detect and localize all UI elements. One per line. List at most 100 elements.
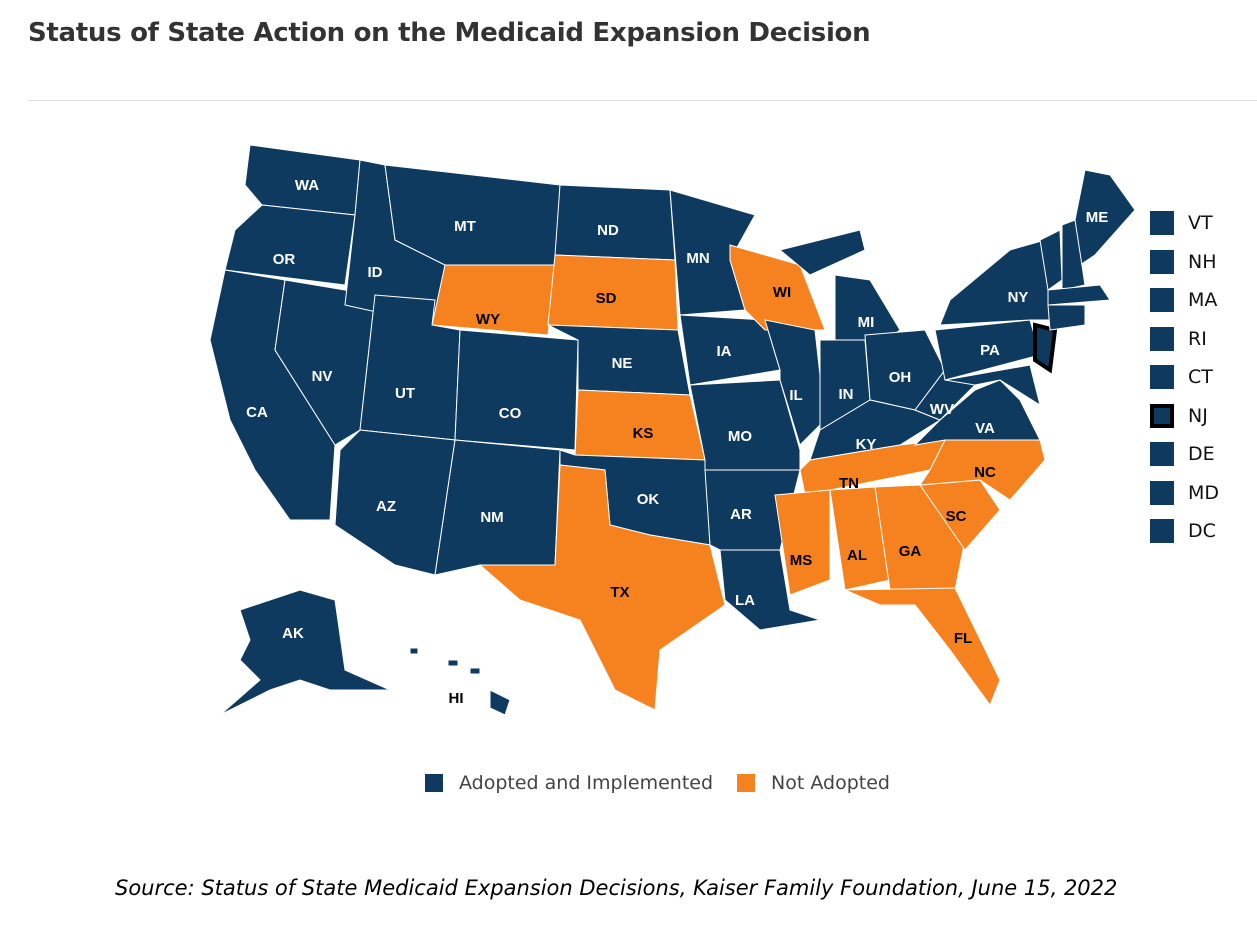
state-label-la: LA <box>735 592 755 609</box>
state-label-sd: SD <box>596 290 617 307</box>
state-ga[interactable] <box>874 484 966 591</box>
state-label-mo: MO <box>728 428 752 445</box>
legend-item-adopted[interactable]: Adopted and Implemented <box>425 772 713 794</box>
state-hi[interactable] <box>409 647 419 655</box>
state-hi[interactable] <box>447 659 459 667</box>
state-label-in: IN <box>839 386 854 403</box>
small-state-label: NH <box>1188 250 1217 273</box>
state-label-co: CO <box>499 405 522 422</box>
small-state-ri[interactable]: RI <box>1150 320 1219 359</box>
state-label-ms: MS <box>790 552 813 569</box>
state-swatch <box>1150 326 1174 351</box>
small-state-label: RI <box>1188 327 1207 350</box>
state-label-ks: KS <box>633 425 654 442</box>
state-label-fl: FL <box>954 630 972 647</box>
state-va[interactable] <box>913 379 1041 446</box>
state-label-az: AZ <box>376 498 396 515</box>
state-label-ok: OK <box>637 491 660 508</box>
state-label-ca: CA <box>246 404 268 421</box>
state-label-or: OR <box>273 251 296 268</box>
state-md[interactable] <box>944 364 1041 407</box>
state-nj[interactable] <box>1033 322 1058 374</box>
state-label-wv: WV <box>930 401 954 418</box>
state-swatch <box>1150 365 1174 390</box>
state-swatch <box>1150 249 1174 274</box>
small-state-de[interactable]: DE <box>1150 435 1219 474</box>
map-title: Status of State Action on the Medicaid E… <box>28 18 871 48</box>
state-ny[interactable] <box>939 239 1051 326</box>
state-ma[interactable] <box>1047 284 1111 306</box>
small-state-ma[interactable]: MA <box>1150 281 1219 320</box>
state-label-mt: MT <box>454 218 476 235</box>
state-label-nd: ND <box>597 222 619 239</box>
legend-label: Not Adopted <box>771 772 890 794</box>
state-or[interactable] <box>224 204 356 286</box>
state-swatch <box>1150 403 1174 428</box>
state-label-va: VA <box>975 420 995 437</box>
state-label-tn: TN <box>839 475 859 492</box>
state-label-ar: AR <box>730 506 752 523</box>
small-state-label: MA <box>1188 289 1218 312</box>
state-co[interactable] <box>454 329 579 451</box>
state-swatch <box>1150 480 1174 505</box>
state-label-pa: PA <box>980 342 1000 359</box>
legend-swatch <box>737 774 756 792</box>
state-label-hi: HI <box>449 690 464 707</box>
state-nm[interactable] <box>434 439 561 576</box>
state-label-wy: WY <box>476 311 500 328</box>
state-label-ne: NE <box>612 355 633 372</box>
small-state-nj[interactable]: NJ <box>1150 397 1219 436</box>
state-fl[interactable] <box>844 587 1001 707</box>
small-state-md[interactable]: MD <box>1150 474 1219 513</box>
state-label-ak: AK <box>282 625 304 642</box>
small-state-ct[interactable]: CT <box>1150 358 1219 397</box>
state-mi[interactable] <box>778 229 866 276</box>
small-state-label: NJ <box>1188 404 1208 427</box>
state-tx[interactable] <box>478 464 726 711</box>
state-hi[interactable] <box>469 667 481 675</box>
small-state-label: CT <box>1188 366 1213 389</box>
divider <box>28 100 1257 101</box>
legend-item-not-adopted[interactable]: Not Adopted <box>737 772 890 794</box>
state-label-id: ID <box>368 264 383 281</box>
small-state-nh[interactable]: NH <box>1150 243 1219 282</box>
state-swatch <box>1150 442 1174 467</box>
state-wy[interactable] <box>431 264 556 336</box>
state-label-nv: NV <box>312 368 333 385</box>
state-la[interactable] <box>719 549 821 631</box>
state-label-wa: WA <box>295 177 319 194</box>
state-label-ia: IA <box>717 343 732 360</box>
small-state-vt[interactable]: VT <box>1150 204 1219 243</box>
state-nh[interactable] <box>1061 219 1086 291</box>
state-mo[interactable] <box>689 379 801 471</box>
state-label-ut: UT <box>395 385 415 402</box>
legend-swatch <box>425 774 443 792</box>
small-state-label: MD <box>1188 481 1220 504</box>
state-label-al: AL <box>847 547 867 564</box>
state-hi[interactable] <box>489 689 511 716</box>
state-label-wi: WI <box>773 284 791 301</box>
state-label-mi: MI <box>858 314 875 331</box>
state-label-il: IL <box>789 387 802 404</box>
small-state-label: DC <box>1188 520 1216 543</box>
state-label-ky: KY <box>856 436 877 453</box>
legend-label: Adopted and Implemented <box>459 772 714 794</box>
state-swatch <box>1150 211 1174 236</box>
state-ms[interactable] <box>774 489 831 596</box>
state-label-ny: NY <box>1008 289 1029 306</box>
state-swatch <box>1150 288 1174 313</box>
state-label-mn: MN <box>686 250 709 267</box>
state-label-me: ME <box>1086 209 1109 226</box>
state-label-sc: SC <box>946 508 967 525</box>
state-ct[interactable] <box>1047 304 1086 331</box>
small-state-label: VT <box>1188 212 1213 235</box>
map-legend: Adopted and Implemented Not Adopted <box>425 772 914 794</box>
state-ak[interactable] <box>219 589 391 716</box>
state-il[interactable] <box>764 319 826 446</box>
small-states-legend: VT NH MA RI CT NJ DE MD DC <box>1150 204 1219 551</box>
state-label-ga: GA <box>899 543 922 560</box>
small-state-dc[interactable]: DC <box>1150 512 1219 551</box>
state-swatch <box>1150 519 1174 544</box>
state-label-nm: NM <box>480 509 503 526</box>
